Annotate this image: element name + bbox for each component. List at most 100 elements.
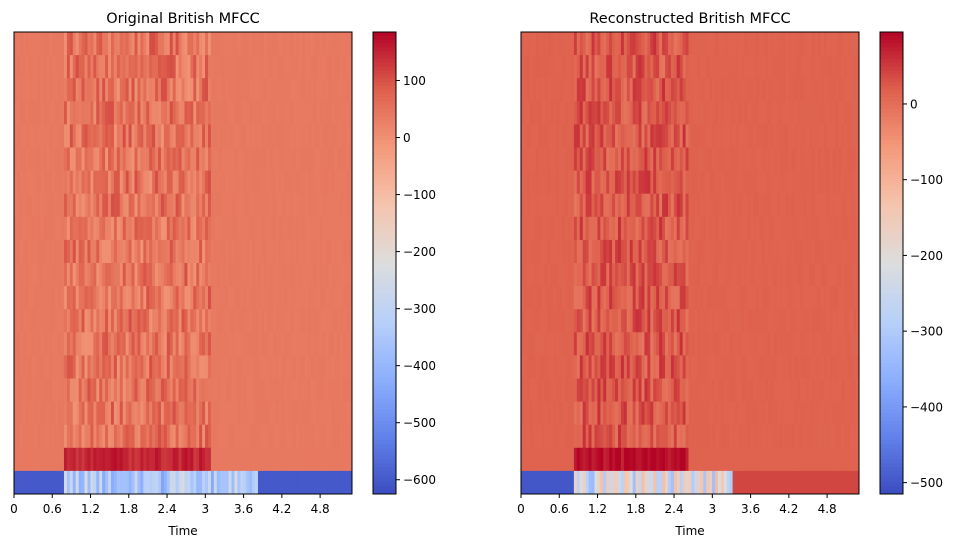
heatmap-cell [134,263,138,287]
heatmap-cell [688,378,692,402]
heatmap-cell [847,332,851,356]
heatmap-cell [794,447,798,472]
heatmap-cell [293,32,297,56]
heatmap-cell [213,309,218,333]
heatmap-cell [650,239,654,264]
heatmap-cell [52,286,56,310]
heatmap-cell [275,470,279,495]
heatmap-cell [538,286,542,310]
heatmap-cell [541,286,545,310]
heatmap-cell [149,447,153,472]
colorbar-swatch [880,74,903,79]
heatmap-cell [573,332,578,356]
heatmap-cell [316,55,321,79]
heatmap-cell [656,170,660,195]
heatmap-cell [782,355,786,379]
heatmap-cell [260,286,265,310]
heatmap-cell [90,332,94,356]
colorbar-swatch [880,297,903,302]
heatmap-cell [720,447,725,472]
heatmap-cell [650,286,654,310]
heatmap-cell [275,124,279,148]
heatmap-cell [163,286,168,310]
heatmap-cell [55,286,59,310]
heatmap-cell [547,286,551,310]
x-tick-label: 0.6 [43,502,62,516]
heatmap-cell [255,355,259,379]
heatmap-cell [266,216,271,241]
heatmap-cell [302,147,306,171]
heatmap-cell [550,378,554,402]
heatmap-cell [767,78,772,102]
heatmap-cell [337,263,341,287]
heatmap-cell [166,286,171,310]
heatmap-cell [119,124,124,148]
x-tick-label: 0 [517,502,525,516]
heatmap-cell [562,101,566,125]
heatmap-cell [591,78,595,102]
heatmap-cell [629,447,634,472]
heatmap-cell [55,216,59,241]
heatmap-cell [573,355,578,379]
heatmap-cell [178,216,182,241]
heatmap-cell [343,78,347,102]
heatmap-cell [685,424,689,449]
heatmap-cell [178,147,182,171]
heatmap-cell [184,55,188,79]
heatmap-cell [134,401,138,426]
colorbar-swatch [373,320,396,326]
heatmap-cell [99,239,103,264]
heatmap-cell [856,124,860,148]
heatmap-cell [782,78,786,102]
heatmap-cell [52,78,56,102]
heatmap-cell [222,447,227,472]
heatmap-cell [756,32,760,56]
heatmap-cell [635,193,639,218]
heatmap-cell [31,193,35,218]
heatmap-cell [612,124,616,148]
heatmap-cell [128,447,132,472]
heatmap-cell [140,401,144,426]
heatmap-cell [122,55,127,79]
heatmap-cell [160,263,165,287]
heatmap-cell [140,32,144,56]
heatmap-cell [706,401,710,426]
heatmap-cell [55,32,59,56]
heatmap-cell [841,239,845,264]
heatmap-cell [750,401,754,426]
heatmap-cell [617,401,622,426]
heatmap-cell [797,378,801,402]
heatmap-cell [714,124,719,148]
heatmap-cell [735,470,739,495]
heatmap-cell [547,55,551,79]
heatmap-cell [529,309,534,333]
heatmap-cell [260,124,265,148]
heatmap-cell [529,332,534,356]
heatmap-cell [526,332,531,356]
heatmap-cell [184,263,188,287]
heatmap-cell [319,101,324,125]
heatmap-cell [61,124,65,148]
heatmap-cell [340,55,344,79]
heatmap-cell [166,193,171,218]
colorbar-swatch [373,239,396,245]
heatmap-cell [691,263,695,287]
heatmap-cell [143,378,147,402]
heatmap-cell [81,424,85,449]
heatmap-cell [559,355,563,379]
heatmap-cell [853,170,857,195]
heatmap-cell [759,32,763,56]
heatmap-cell [803,424,807,449]
heatmap-cell [532,401,537,426]
heatmap-cell [22,147,27,171]
heatmap-cell [612,401,616,426]
heatmap-cell [779,147,783,171]
heatmap-cell [222,78,227,102]
heatmap-cell [521,378,525,402]
heatmap-cell [22,124,27,148]
heatmap-cell [612,470,616,495]
heatmap-cell [638,193,642,218]
heatmap-cell [58,193,62,218]
heatmap-cell [75,332,80,356]
heatmap-cell [776,470,781,495]
